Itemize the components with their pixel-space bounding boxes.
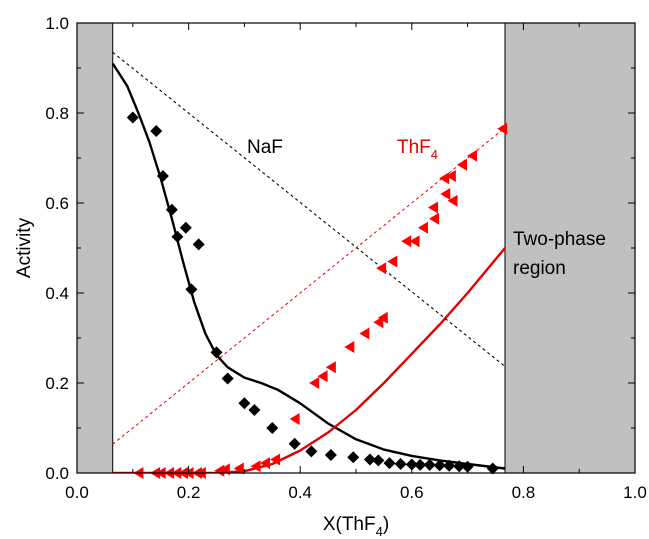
data-point-triangle (429, 212, 440, 225)
axis-ticks: 0.00.0 0.2 0.2 0.4 0.4 0.6 0.6 0.8 0.8 1.0 1.0 (45, 14, 646, 502)
x-tick-label: 0.2 (177, 483, 201, 502)
series-markers (126, 111, 508, 479)
data-point-triangle (497, 122, 508, 135)
data-point-triangle (445, 170, 456, 182)
y-tick-label: 0.0 (45, 464, 69, 483)
model-curve-2 (111, 62, 506, 470)
data-point-diamond (179, 221, 192, 234)
data-point-diamond (192, 238, 205, 251)
model-curve-3 (112, 247, 506, 473)
data-point-diamond (433, 459, 446, 472)
x-tick-label: 0.0 (65, 483, 89, 502)
data-point-triangle (214, 464, 225, 477)
data-point-triangle (428, 201, 439, 214)
x-axis-title: X(ThF4) (323, 514, 389, 539)
annotation-naf: NaF (247, 137, 283, 158)
data-point-diamond (165, 203, 178, 216)
x-tick-label: 0.6 (400, 483, 424, 502)
two-phase-region-0 (76, 22, 114, 474)
shaded-regions (76, 22, 636, 474)
data-point-triangle (233, 462, 244, 475)
annotation-thf4: ThF4 (397, 137, 438, 162)
y-tick-label: 0.2 (45, 374, 69, 393)
data-point-triangle (309, 377, 320, 389)
data-point-diamond (288, 437, 301, 450)
data-point-triangle (387, 255, 398, 268)
data-point-diamond (383, 457, 396, 470)
data-point-diamond (461, 460, 474, 473)
data-point-diamond (248, 404, 261, 416)
data-point-diamond (185, 283, 198, 296)
data-point-triangle (401, 235, 412, 248)
data-point-diamond (414, 458, 427, 471)
data-point-triangle (270, 453, 281, 466)
data-point-diamond (372, 454, 385, 467)
data-point-diamond (363, 453, 376, 466)
x-tick-label: 0.4 (288, 483, 312, 502)
data-point-triangle (359, 327, 370, 340)
data-point-triangle (467, 149, 478, 162)
data-point-diamond (324, 449, 337, 461)
data-point-triangle (457, 158, 468, 171)
data-point-diamond (486, 462, 499, 475)
data-point-triangle (377, 311, 388, 324)
data-point-diamond (443, 459, 456, 472)
data-point-diamond (394, 458, 407, 470)
data-point-diamond (150, 125, 163, 137)
data-point-diamond (405, 458, 418, 471)
data-point-triangle (260, 457, 271, 470)
annotation-two-phase-line1: Two-phase (513, 229, 606, 250)
y-tick-label: 0.6 (45, 194, 69, 213)
data-point-diamond (453, 460, 466, 473)
data-point-diamond (126, 111, 139, 124)
data-point-diamond (347, 451, 360, 464)
x-tick-label: 1.0 (623, 483, 647, 502)
y-tick-label: 0.4 (45, 284, 69, 303)
annotation-two-phase-line2: region (513, 258, 566, 279)
series-lines (111, 51, 506, 473)
data-point-triangle (325, 361, 336, 374)
data-point-diamond (210, 346, 223, 359)
two-phase-region-1 (504, 22, 636, 474)
x-tick-label: 0.8 (512, 483, 536, 502)
data-point-diamond (238, 397, 251, 410)
data-point-diamond (305, 445, 318, 458)
y-tick-label: 1.0 (45, 14, 69, 33)
data-point-triangle (344, 341, 355, 353)
data-point-triangle (289, 413, 300, 425)
data-point-triangle (447, 194, 458, 207)
data-point-diamond (221, 372, 234, 385)
data-point-diamond (171, 230, 184, 243)
data-point-triangle (440, 188, 451, 200)
data-point-triangle (250, 460, 261, 473)
data-point-triangle (409, 235, 420, 248)
data-point-diamond (156, 170, 169, 182)
data-point-triangle (439, 172, 450, 185)
data-point-triangle (417, 221, 428, 234)
data-point-triangle (317, 370, 328, 383)
data-point-diamond (266, 422, 279, 434)
data-point-diamond (423, 458, 436, 471)
y-axis-title: Activity (14, 217, 35, 278)
data-point-triangle (376, 262, 387, 275)
y-tick-label: 0.8 (45, 104, 69, 123)
